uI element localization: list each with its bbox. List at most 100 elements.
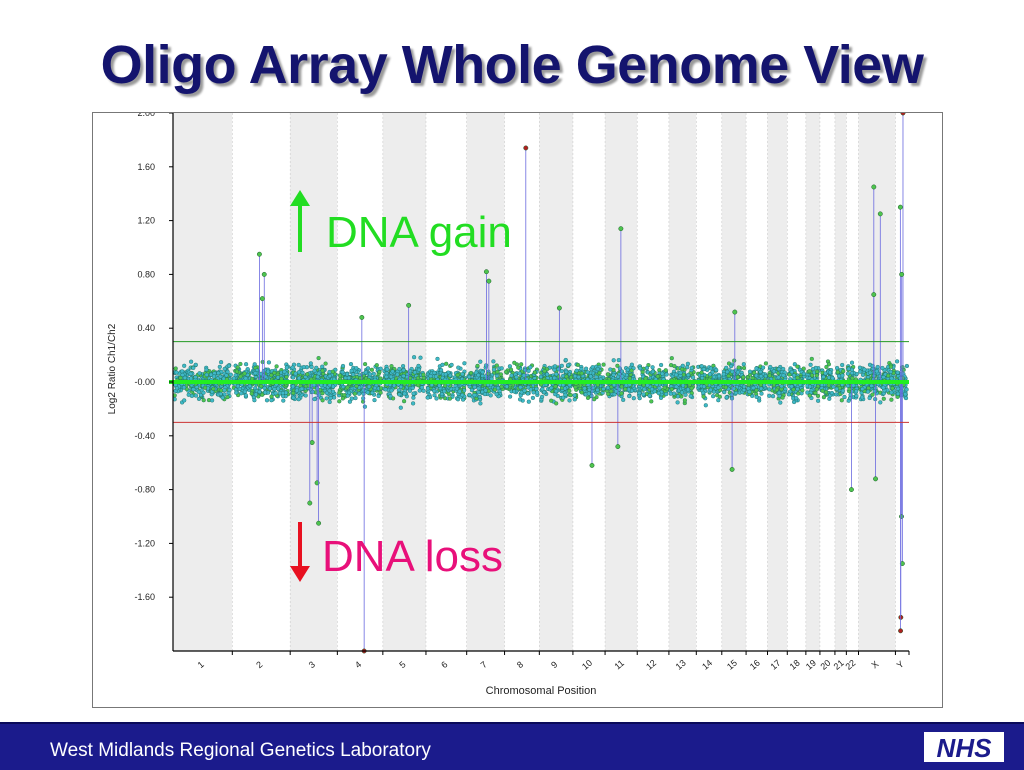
data-point xyxy=(363,362,368,367)
data-point xyxy=(265,369,271,374)
data-point xyxy=(247,383,252,389)
data-point xyxy=(244,362,249,367)
data-point xyxy=(330,369,335,374)
data-point xyxy=(269,394,274,399)
data-point xyxy=(234,390,239,395)
data-point xyxy=(204,367,209,372)
data-point xyxy=(217,364,222,369)
dna-loss-label: DNA loss xyxy=(322,532,503,581)
data-point xyxy=(204,372,209,377)
data-point xyxy=(264,398,270,403)
footer-text: West Midlands Regional Genetics Laborato… xyxy=(50,740,431,761)
data-point xyxy=(193,393,198,398)
slide-title: Oligo Array Whole Genome View xyxy=(100,35,924,95)
data-point xyxy=(296,397,301,402)
data-point xyxy=(201,390,206,395)
data-point xyxy=(189,393,194,398)
data-point xyxy=(211,386,216,391)
data-point xyxy=(188,359,194,364)
data-point xyxy=(320,364,325,369)
data-point xyxy=(374,363,379,368)
data-point xyxy=(263,390,268,395)
data-point xyxy=(182,363,187,368)
data-point xyxy=(216,371,221,376)
data-point xyxy=(188,371,193,376)
data-point xyxy=(294,388,299,393)
data-point xyxy=(178,375,183,380)
nhs-logo-text: NHS xyxy=(936,733,992,763)
data-point xyxy=(201,398,206,403)
data-point xyxy=(327,388,332,393)
data-point xyxy=(249,391,254,396)
down-arrow-icon xyxy=(290,522,310,582)
data-point xyxy=(312,368,317,373)
footer-bar: West Midlands Regional Genetics Laborato… xyxy=(0,722,1024,770)
data-point xyxy=(315,374,320,379)
data-point xyxy=(274,364,279,369)
data-point xyxy=(377,369,382,375)
data-point xyxy=(193,362,198,367)
data-point xyxy=(272,370,277,375)
data-point xyxy=(193,375,198,380)
data-point xyxy=(273,391,278,396)
data-point xyxy=(337,373,343,378)
data-point xyxy=(225,395,230,400)
data-point xyxy=(323,361,328,366)
data-point xyxy=(238,374,243,379)
data-point xyxy=(371,371,376,376)
nhs-logo: NHS xyxy=(924,732,1004,763)
data-point xyxy=(267,386,273,391)
data-point xyxy=(349,368,354,373)
data-point xyxy=(372,385,377,391)
data-point xyxy=(316,356,321,361)
data-point xyxy=(208,372,214,377)
data-point xyxy=(174,370,179,375)
data-point xyxy=(262,385,267,391)
data-point xyxy=(196,389,201,394)
data-point xyxy=(337,399,342,404)
data-point xyxy=(340,370,345,375)
data-point xyxy=(309,364,314,370)
data-point xyxy=(225,369,230,374)
data-point xyxy=(337,390,342,395)
data-point xyxy=(347,399,352,404)
data-point xyxy=(260,392,265,397)
data-point xyxy=(296,362,301,367)
data-point xyxy=(226,363,232,368)
data-point xyxy=(340,363,346,369)
data-point xyxy=(235,384,240,389)
genome-scatter-chart: 2.001.601.200.800.40-0.00-0.40-0.80-1.20… xyxy=(107,113,910,697)
data-point xyxy=(257,389,262,394)
data-point xyxy=(293,371,298,376)
data-point xyxy=(290,365,295,370)
data-point xyxy=(310,389,315,394)
data-point xyxy=(269,373,274,378)
data-point xyxy=(280,391,285,396)
data-point xyxy=(351,372,356,377)
data-point xyxy=(354,366,359,371)
data-point xyxy=(324,390,329,395)
data-point xyxy=(327,399,332,405)
data-point xyxy=(266,360,271,365)
data-point xyxy=(202,385,208,390)
data-point xyxy=(173,366,178,371)
data-point xyxy=(320,398,325,403)
data-point xyxy=(348,362,354,367)
data-point xyxy=(238,361,243,367)
data-point xyxy=(327,373,332,379)
data-point xyxy=(209,398,215,403)
chart-frame: 2.00 1.60 1.20 0.80 0.40 -0.00 -0.40 -0.80 -1.20… xyxy=(92,112,943,708)
data-point xyxy=(332,395,337,400)
data-point xyxy=(291,395,296,400)
data-point xyxy=(259,384,264,389)
data-point xyxy=(282,369,287,374)
data-point xyxy=(219,360,224,365)
data-point xyxy=(180,372,185,377)
data-point xyxy=(312,397,317,402)
data-point xyxy=(252,398,257,403)
data-point xyxy=(222,366,227,371)
data-point xyxy=(182,398,187,403)
data-point xyxy=(376,393,381,399)
data-point xyxy=(281,398,286,403)
